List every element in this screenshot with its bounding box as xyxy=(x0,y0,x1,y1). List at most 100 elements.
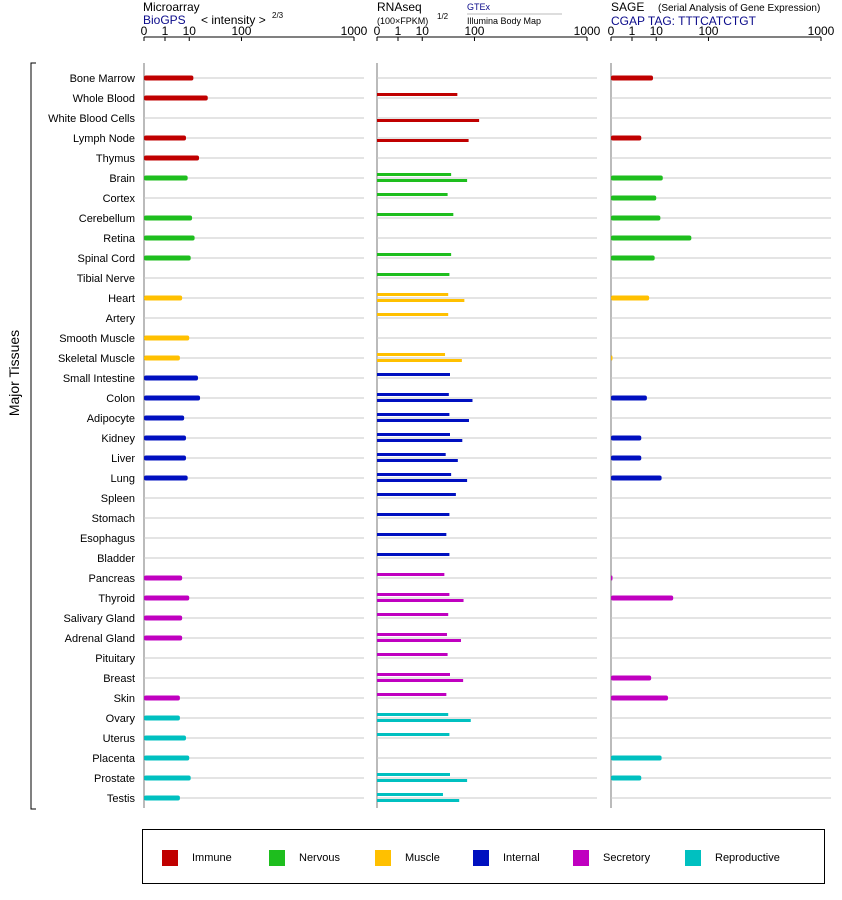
rnaseq-tick-label-1: 1 xyxy=(395,24,402,38)
category-label: Colon xyxy=(106,393,135,405)
microarray-tick-label-10: 10 xyxy=(183,24,197,38)
category-label: Esophagus xyxy=(80,533,136,545)
category-label: Bladder xyxy=(97,553,135,565)
microarray-intensity-label: < intensity > xyxy=(201,13,266,27)
microarray-bar xyxy=(144,595,190,601)
category-label: Breast xyxy=(103,673,135,685)
sage-bar xyxy=(611,575,613,581)
sage-bar xyxy=(611,455,642,461)
rnaseq-gtex-bar xyxy=(377,253,452,256)
microarray-bar xyxy=(144,135,186,141)
category-label: Cortex xyxy=(103,193,136,205)
rnaseq-gtex-bar xyxy=(377,433,450,436)
category-label: Thyroid xyxy=(98,593,135,605)
rnaseq-ibm-bar xyxy=(377,439,463,442)
rnaseq-title: RNAseq xyxy=(377,0,422,14)
sage-tick-label-1000: 1000 xyxy=(808,24,835,38)
rnaseq-ibm-bar xyxy=(377,679,464,682)
rnaseq-tick-label-10: 10 xyxy=(416,24,430,38)
rnaseq-source-ibm: Illumina Body Map xyxy=(467,16,541,26)
rnaseq-ibm-bar xyxy=(377,419,469,422)
legend-label: Reproductive xyxy=(715,851,780,864)
microarray-tick-label-1: 1 xyxy=(162,24,169,38)
category-label: Ovary xyxy=(106,713,136,725)
category-label: Adrenal Gland xyxy=(65,633,135,645)
sage-title: SAGE xyxy=(611,0,644,14)
rnaseq-ibm-bar xyxy=(377,179,468,182)
category-label: Adipocyte xyxy=(87,413,135,425)
rnaseq-gtex-bar xyxy=(377,173,452,176)
category-label: Thymus xyxy=(96,153,136,165)
microarray-bar xyxy=(144,335,190,341)
rnaseq-ibm-bar xyxy=(377,779,468,782)
legend-swatch xyxy=(269,849,285,866)
rnaseq-gtex-bar xyxy=(377,493,456,496)
category-label: White Blood Cells xyxy=(48,113,135,125)
rnaseq-ibm-bar xyxy=(377,799,460,802)
legend-item-internal: Internal xyxy=(473,849,540,866)
rnaseq-gtex-bar xyxy=(377,193,448,196)
rnaseq-gtex-bar xyxy=(377,313,449,316)
sage-bar xyxy=(611,175,663,181)
category-label: Uterus xyxy=(103,733,136,745)
rnaseq-gtex-bar xyxy=(377,453,446,456)
microarray-bar xyxy=(144,215,193,221)
sage-bar xyxy=(611,475,662,481)
category-label: Small Intestine xyxy=(63,373,135,385)
microarray-bar xyxy=(144,755,190,761)
category-label: Pancreas xyxy=(89,573,136,585)
rnaseq-source-gtex: GTEx xyxy=(467,2,491,12)
microarray-title: Microarray xyxy=(143,0,200,14)
sage-bar xyxy=(611,135,642,141)
legend-item-reproductive: Reproductive xyxy=(685,849,780,866)
rnaseq-ibm-bar xyxy=(377,599,464,602)
legend-swatch xyxy=(473,849,489,866)
rnaseq-gtex-bar xyxy=(377,413,450,416)
legend-label: Internal xyxy=(503,851,540,864)
sage-bar xyxy=(611,675,652,681)
rnaseq-gtex-bar xyxy=(377,633,447,636)
category-label: Skeletal Muscle xyxy=(58,353,135,365)
rnaseq-gtex-bar xyxy=(377,393,449,396)
category-label: Lymph Node xyxy=(73,133,135,145)
rnaseq-gtex-bar xyxy=(377,593,450,596)
microarray-tick-label-1000: 1000 xyxy=(341,24,368,38)
microarray-bar xyxy=(144,575,183,581)
category-label: Spleen xyxy=(101,493,135,505)
rnaseq-ibm-bar xyxy=(377,119,480,122)
microarray-bar xyxy=(144,775,191,781)
microarray-bar xyxy=(144,355,180,361)
legend-label: Nervous xyxy=(299,851,340,864)
rnaseq-gtex-bar xyxy=(377,673,450,676)
rnaseq-tick-label-100: 100 xyxy=(464,24,484,38)
category-label: Cerebellum xyxy=(79,213,135,225)
microarray-bar xyxy=(144,75,194,81)
category-label: Liver xyxy=(111,453,135,465)
legend-swatch xyxy=(573,849,589,866)
rnaseq-gtex-bar xyxy=(377,373,450,376)
microarray-bar xyxy=(144,455,186,461)
microarray-bar xyxy=(144,735,186,741)
rnaseq-gtex-bar xyxy=(377,533,447,536)
sage-bar xyxy=(611,595,674,601)
rnaseq-gtex-bar xyxy=(377,773,450,776)
microarray-tick-label-0: 0 xyxy=(141,24,148,38)
microarray-bar xyxy=(144,795,180,801)
sage-bar xyxy=(611,695,669,701)
microarray-bar xyxy=(144,235,195,241)
sage-bar xyxy=(611,195,657,201)
legend-label: Muscle xyxy=(405,851,440,864)
rnaseq-gtex-bar xyxy=(377,513,450,516)
legend: Immune Nervous Muscle Internal Secretory Repr… xyxy=(142,829,825,884)
rnaseq-tick-label-0: 0 xyxy=(374,24,381,38)
legend-label: Immune xyxy=(192,851,232,864)
rnaseq-ibm-bar xyxy=(377,139,469,142)
sage-bar xyxy=(611,755,662,761)
microarray-bar xyxy=(144,475,188,481)
category-label: Artery xyxy=(106,313,136,325)
sage-tick-label-1: 1 xyxy=(629,24,636,38)
legend-item-nervous: Nervous xyxy=(269,849,340,866)
microarray-bar xyxy=(144,695,180,701)
microarray-bar xyxy=(144,295,183,301)
